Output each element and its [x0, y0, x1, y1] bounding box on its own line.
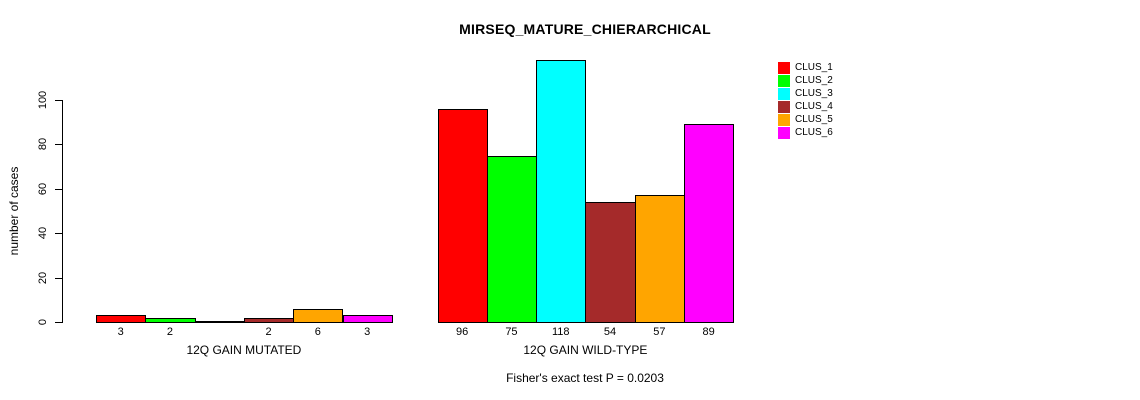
legend-swatch-CLUS_1 [778, 61, 790, 74]
bar-CLUS_2 [145, 317, 196, 323]
x-axis-group-label: 12Q GAIN MUTATED [186, 343, 302, 357]
legend-label: CLUS_4 [795, 100, 833, 112]
legend-row: CLUS_2 [778, 74, 833, 87]
bar-CLUS_3-zero [194, 321, 245, 323]
y-axis-title: number of cases [7, 166, 21, 256]
bar-CLUS_6 [684, 124, 735, 323]
y-axis-tick [55, 144, 62, 146]
legend-label: CLUS_5 [795, 113, 833, 125]
y-axis-tick-label: 20 [37, 271, 49, 284]
bar-value-label: 2 [166, 326, 173, 338]
fisher-test-annotation: Fisher's exact test P = 0.0203 [506, 371, 664, 385]
chart-title: MIRSEQ_MATURE_CHIERARCHICAL [459, 21, 711, 37]
bar-value-label: 89 [702, 326, 715, 338]
legend-row: CLUS_4 [778, 100, 833, 113]
legend-swatch-CLUS_4 [778, 100, 790, 113]
y-axis-tick [55, 322, 62, 323]
bar-value-label: 3 [364, 326, 371, 338]
bar-CLUS_5 [634, 195, 685, 323]
bar-value-label: 75 [505, 326, 518, 338]
legend-label: CLUS_2 [795, 74, 833, 86]
legend-swatch-CLUS_2 [778, 74, 790, 87]
legend-label: CLUS_3 [795, 87, 833, 99]
y-axis-tick [55, 277, 62, 279]
bar-CLUS_6 [342, 315, 393, 323]
bar-value-label: 54 [603, 326, 617, 338]
y-axis-tick-label: 100 [37, 90, 49, 110]
bar-value-label: 3 [117, 326, 124, 338]
bar-CLUS_4 [585, 202, 636, 323]
bar-CLUS_4 [243, 317, 295, 323]
y-axis-tick-label: 80 [37, 138, 49, 151]
x-axis-group-label: 12Q GAIN WILD-TYPE [523, 343, 648, 357]
legend-label: CLUS_6 [795, 126, 833, 138]
y-axis-tick-label: 40 [37, 227, 49, 240]
y-axis-tick [55, 100, 62, 101]
legend-swatch-CLUS_3 [778, 87, 790, 100]
y-axis-tick-label: 0 [37, 318, 49, 326]
y-axis-tick [55, 188, 62, 190]
legend-row: CLUS_1 [778, 61, 833, 74]
bar-value-label: 57 [653, 326, 666, 338]
bar-CLUS_5 [293, 308, 344, 323]
y-axis-tick [55, 233, 62, 235]
legend-swatch-CLUS_6 [778, 126, 790, 139]
legend-row: CLUS_5 [778, 113, 833, 126]
bar-value-label: 6 [314, 326, 321, 338]
legend-swatch-CLUS_5 [778, 113, 790, 126]
bar-CLUS_1 [437, 108, 488, 323]
legend-label: CLUS_1 [795, 61, 833, 73]
bar-CLUS_1 [96, 315, 147, 323]
bar-CLUS_2 [486, 155, 538, 323]
bar-value-label: 2 [265, 326, 272, 338]
legend-row: CLUS_3 [778, 87, 833, 100]
bar-CLUS_3 [536, 60, 587, 323]
bar-value-label: 96 [456, 326, 469, 338]
bar-value-label: 118 [551, 326, 570, 338]
legend: CLUS_1 CLUS_2 CLUS_3 CLUS_4 CLUS_5 CLUS_6 [778, 61, 833, 139]
y-axis-line [62, 100, 63, 323]
y-axis-tick-label: 60 [37, 182, 49, 195]
legend-row: CLUS_6 [778, 126, 833, 139]
